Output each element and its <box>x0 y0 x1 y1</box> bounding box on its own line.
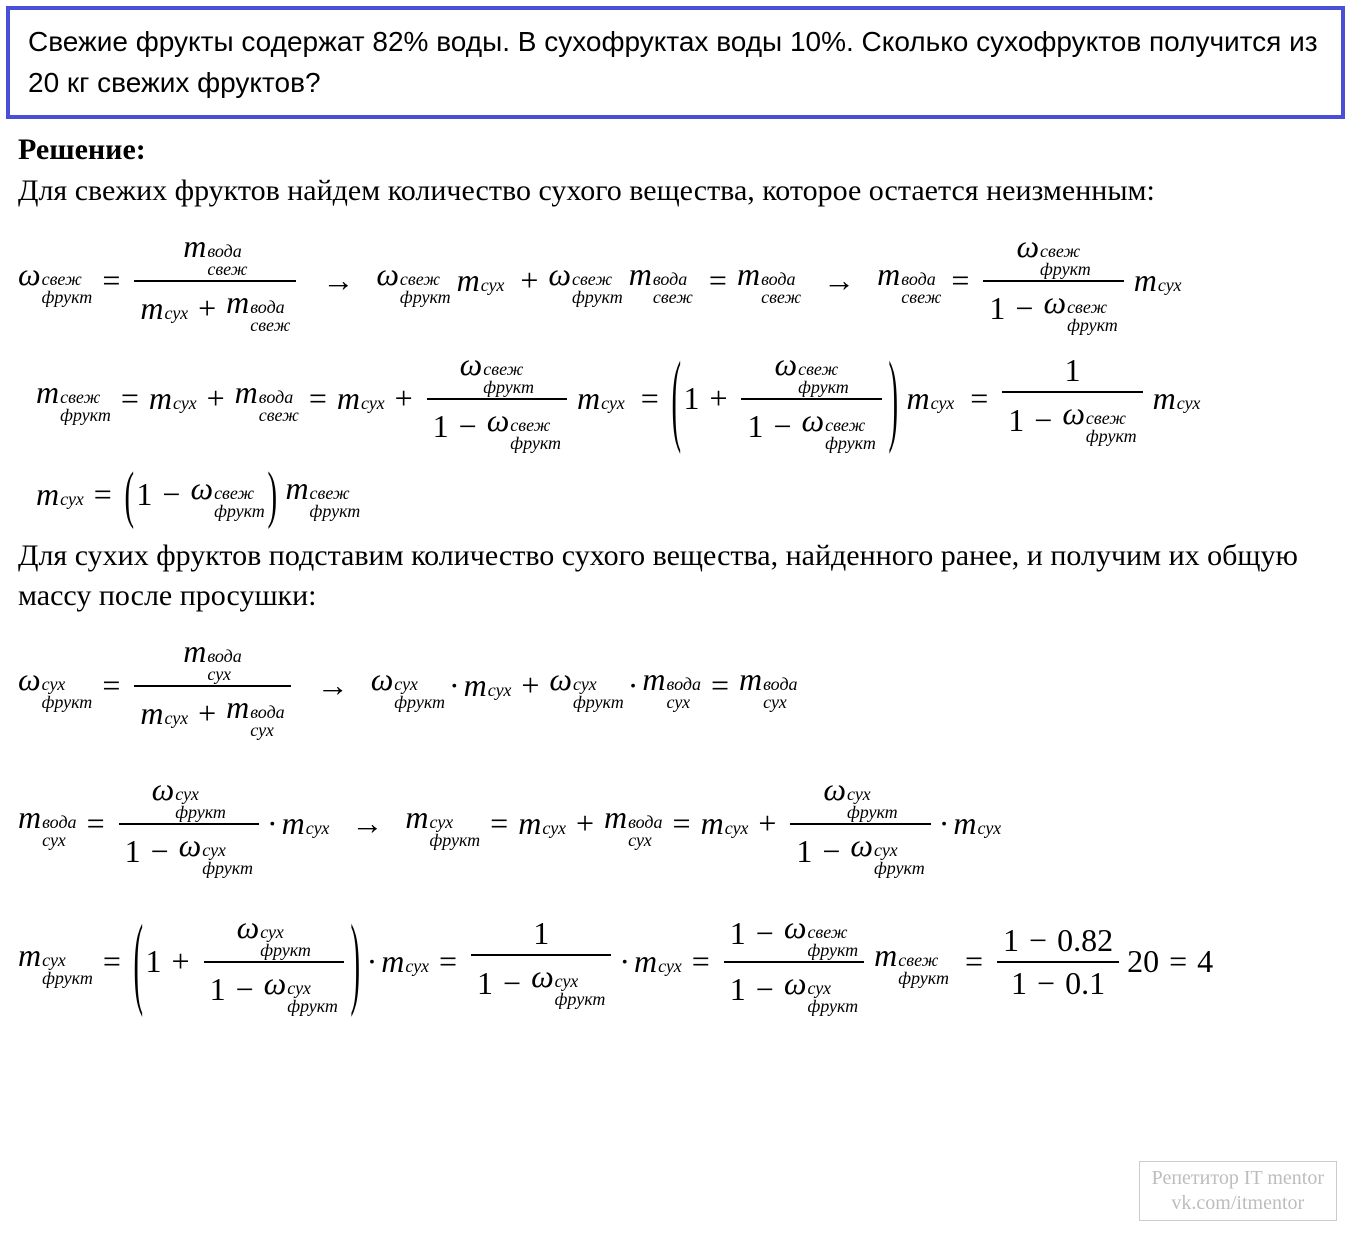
paragraph-2: Для сухих фруктов подставим количество с… <box>0 536 1351 627</box>
equals: = <box>92 262 130 299</box>
arrow-icon: → <box>329 805 405 842</box>
paragraph-1: Для свежих фруктов найдем количество сух… <box>0 171 1351 222</box>
equation-row-2: mсвежфрукт = mсух + mводасвеж = mсух + ω… <box>0 340 1351 458</box>
omega-svezh-frukt: ωсвежфрукт <box>18 256 92 306</box>
page: Свежие фрукты содержат 82% воды. В сухоф… <box>0 6 1351 1233</box>
arrow-icon: → <box>295 667 371 704</box>
watermark-box: Репетитор IT mentor vk.com/itmentor <box>1139 1161 1337 1221</box>
container: Свежие фрукты содержат 82% воды. В сухоф… <box>0 6 1351 1021</box>
right-paren-icon: ) <box>887 339 900 457</box>
equation-row-5: mводасух = ωсухфрукт 1−ωсухфрукт · mсух … <box>0 745 1351 883</box>
arrow-icon: → <box>801 262 877 299</box>
solution-heading: Решение: <box>0 133 1351 171</box>
fraction: mводасвеж mсух + mводасвеж <box>130 226 300 336</box>
watermark-line-2: vk.com/itmentor <box>1152 1191 1324 1216</box>
left-paren-icon: ( <box>670 339 683 457</box>
right-paren-icon: ) <box>349 902 362 1020</box>
right-paren-icon: ) <box>266 458 279 532</box>
left-paren-icon: ( <box>132 902 145 1020</box>
equation-row-3: mсух = ( 1 − ωсвежфрукт ) mсвежфрукт <box>0 458 1351 536</box>
left-paren-icon: ( <box>122 458 135 532</box>
problem-text: Свежие фрукты содержат 82% воды. В сухоф… <box>28 26 1318 98</box>
equation-row-1: ωсвежфрукт = mводасвеж mсух + mводасвеж … <box>0 222 1351 340</box>
watermark-line-1: Репетитор IT mentor <box>1152 1166 1324 1191</box>
equation-row-4: ωсухфрукт = mводасух mсух + mводасух → ω… <box>0 627 1351 745</box>
problem-statement-box: Свежие фрукты содержат 82% воды. В сухоф… <box>6 6 1345 119</box>
final-answer: 4 <box>1197 943 1213 980</box>
arrow-icon: → <box>300 262 376 299</box>
equation-row-6: mсухфрукт = ( 1 + ωсухфрукт 1−ωсухфрукт … <box>0 883 1351 1021</box>
